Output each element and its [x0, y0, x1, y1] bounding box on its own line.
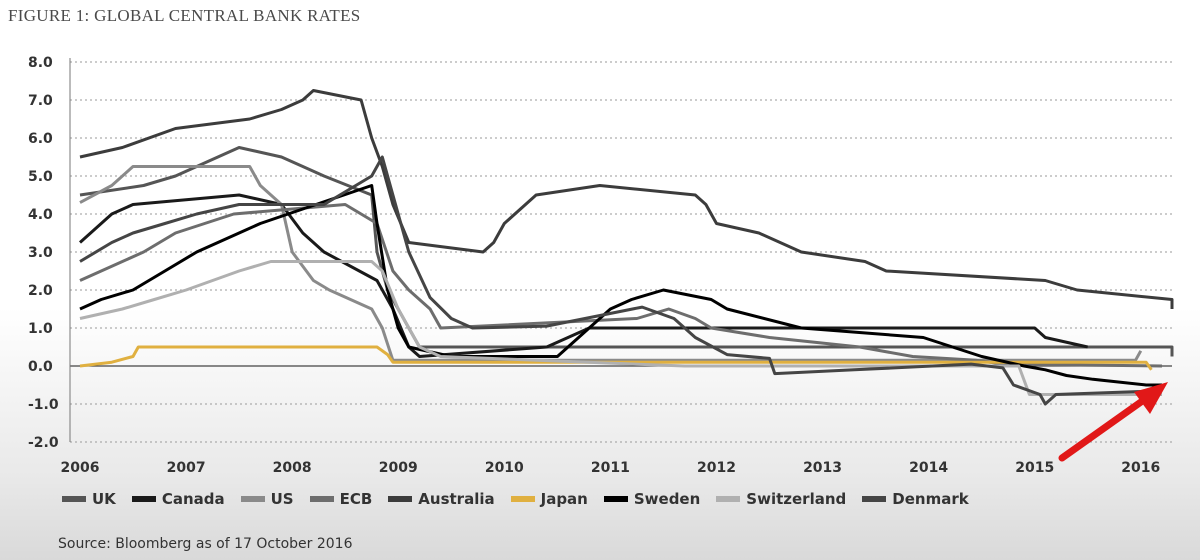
- series-line-australia: [79, 89, 1174, 309]
- legend-label: Japan: [540, 490, 588, 508]
- series-line-ecb: [79, 203, 1163, 368]
- x-tick-label: 2015: [1015, 460, 1054, 476]
- legend-label: Sweden: [633, 490, 701, 508]
- x-tick-label: 2008: [273, 460, 312, 476]
- legend-item-sweden: Sweden: [603, 490, 701, 508]
- legend-swatch: [388, 496, 413, 502]
- legend-swatch: [131, 496, 156, 502]
- legend-swatch: [309, 496, 334, 502]
- legend-item-denmark: Denmark: [862, 490, 969, 508]
- legend-item-ecb: ECB: [309, 490, 373, 508]
- red-arrow-head-icon: [1134, 382, 1168, 414]
- legend-swatch: [240, 496, 265, 502]
- legend-item-switzerland: Switzerland: [716, 490, 846, 508]
- y-tick-label: 7.0: [28, 93, 53, 109]
- y-tick-label: 4.0: [28, 207, 53, 223]
- legend-label: UK: [92, 490, 116, 508]
- legend-swatch: [603, 496, 628, 502]
- x-tick-label: 2006: [61, 460, 100, 476]
- x-tick-label: 2012: [697, 460, 736, 476]
- legend-swatch: [510, 496, 535, 502]
- x-tick-label: 2007: [167, 460, 206, 476]
- x-tick-label: 2013: [803, 460, 842, 476]
- y-tick-label: 0.0: [28, 359, 53, 375]
- x-tick-label: 2014: [909, 460, 948, 476]
- chart-title: FIGURE 1: GLOBAL CENTRAL BANK RATES: [8, 6, 361, 25]
- x-tick-label: 2016: [1121, 460, 1160, 476]
- y-tick-label: 6.0: [28, 131, 53, 147]
- legend-item-australia: Australia: [388, 490, 495, 508]
- line-chart: 8.0 7.0 6.0 5.0 4.0 3.0 2.0 1.0 0.0 -1.0 -2.0 2006…: [28, 55, 1174, 476]
- legend-label: US: [270, 490, 294, 508]
- legend-item-japan: Japan: [510, 490, 588, 508]
- y-tick-label: -1.0: [28, 397, 59, 413]
- legend-label: Australia: [418, 490, 495, 508]
- legend-label: ECB: [339, 490, 373, 508]
- legend-label: Canada: [161, 490, 225, 508]
- legend-swatch: [716, 496, 741, 502]
- legend-item-canada: Canada: [131, 490, 225, 508]
- y-tick-label: -2.0: [28, 435, 59, 451]
- legend-swatch: [62, 496, 86, 502]
- y-tick-label: 5.0: [28, 169, 53, 185]
- series-line-denmark: [79, 155, 1163, 406]
- y-tick-label: 1.0: [28, 321, 53, 337]
- legend-swatch: [862, 496, 887, 502]
- y-tick-label: 2.0: [28, 283, 53, 299]
- y-tick-label: 3.0: [28, 245, 53, 261]
- legend-item-uk: UK: [62, 490, 116, 508]
- legend-label: Denmark: [892, 490, 969, 508]
- y-tick-label: 8.0: [28, 55, 53, 71]
- x-tick-label: 2009: [379, 460, 418, 476]
- x-tick-label: 2011: [591, 460, 630, 476]
- legend-item-us: US: [240, 490, 294, 508]
- series-line-us: [79, 165, 1143, 362]
- red-arrow-shaft: [1058, 393, 1152, 462]
- series-line-sweden: [79, 184, 1162, 387]
- series-line-japan: [79, 345, 1153, 371]
- legend-label: Switzerland: [746, 490, 847, 508]
- legend: UK Canada US ECB Australia Japan Sweden Switzer…: [62, 490, 985, 508]
- source-note: Source: Bloomberg as of 17 October 2016: [58, 536, 353, 552]
- x-tick-label: 2010: [485, 460, 524, 476]
